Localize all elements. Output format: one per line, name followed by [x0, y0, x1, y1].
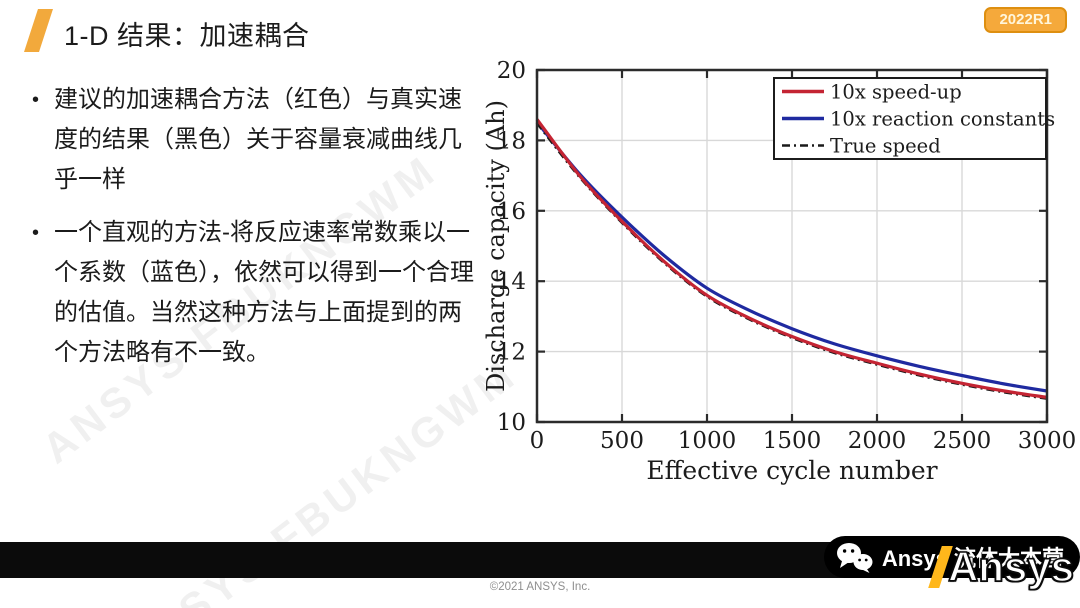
title-slash-icon — [24, 9, 53, 52]
wechat-watermark-label: Ansys 流体大本营 — [881, 546, 1064, 571]
x-axis-label: Effective cycle number — [646, 456, 938, 485]
x-tick-label: 2000 — [848, 428, 907, 454]
legend-label: 10x reaction constants — [830, 108, 1055, 131]
x-tick-label: 3000 — [1018, 428, 1077, 454]
wechat-watermark: Ansys 流体大本营 — [823, 536, 1080, 578]
y-tick-label: 14 — [497, 269, 526, 295]
ansys-logo: Ansys — [928, 542, 1075, 591]
bullet-item: 一个直观的方法-将反应速率常数乘以一个系数（蓝色），依然可以得到一个合理的估值。… — [30, 213, 478, 373]
y-tick-label: 16 — [497, 199, 526, 225]
x-tick-label: 0 — [530, 428, 545, 454]
legend-label: True speed — [830, 135, 941, 158]
legend-label: 10x speed-up — [830, 81, 962, 104]
x-tick-label: 500 — [600, 428, 644, 454]
ansys-logo-text: Ansys — [947, 542, 1075, 591]
bullet-list: 建议的加速耦合方法（红色）与真实速度的结果（黑色）关于容量衰减曲线几乎一样 一个… — [30, 80, 478, 373]
wechat-icon — [836, 542, 873, 573]
y-tick-label: 10 — [497, 410, 526, 436]
capacity-fade-chart: 0 500 1000 1500 2000 2500 3000 10 12 14 16 18 20 10x … — [480, 55, 1080, 505]
x-tick-label: 2500 — [933, 428, 992, 454]
copyright-text: ©2021 ANSYS, Inc. — [489, 581, 591, 593]
chart-canvas: 0 500 1000 1500 2000 2500 3000 10 12 14 16 18 20 10x … — [497, 58, 1077, 454]
y-tick-label: 18 — [497, 128, 526, 154]
x-tick-label: 1500 — [763, 428, 822, 454]
series-line — [535, 118, 1048, 399]
y-tick-label: 12 — [497, 340, 526, 366]
version-badge: 2022R1 — [984, 7, 1067, 33]
page-title: 1-D 结果：加速耦合 — [64, 21, 310, 51]
y-tick-label: 20 — [497, 58, 526, 84]
series-line — [535, 121, 1048, 393]
y-axis-label: Discharge capacity (Ah) — [482, 100, 510, 392]
x-tick-label: 1000 — [678, 428, 737, 454]
bullet-item: 建议的加速耦合方法（红色）与真实速度的结果（黑色）关于容量衰减曲线几乎一样 — [30, 80, 478, 200]
